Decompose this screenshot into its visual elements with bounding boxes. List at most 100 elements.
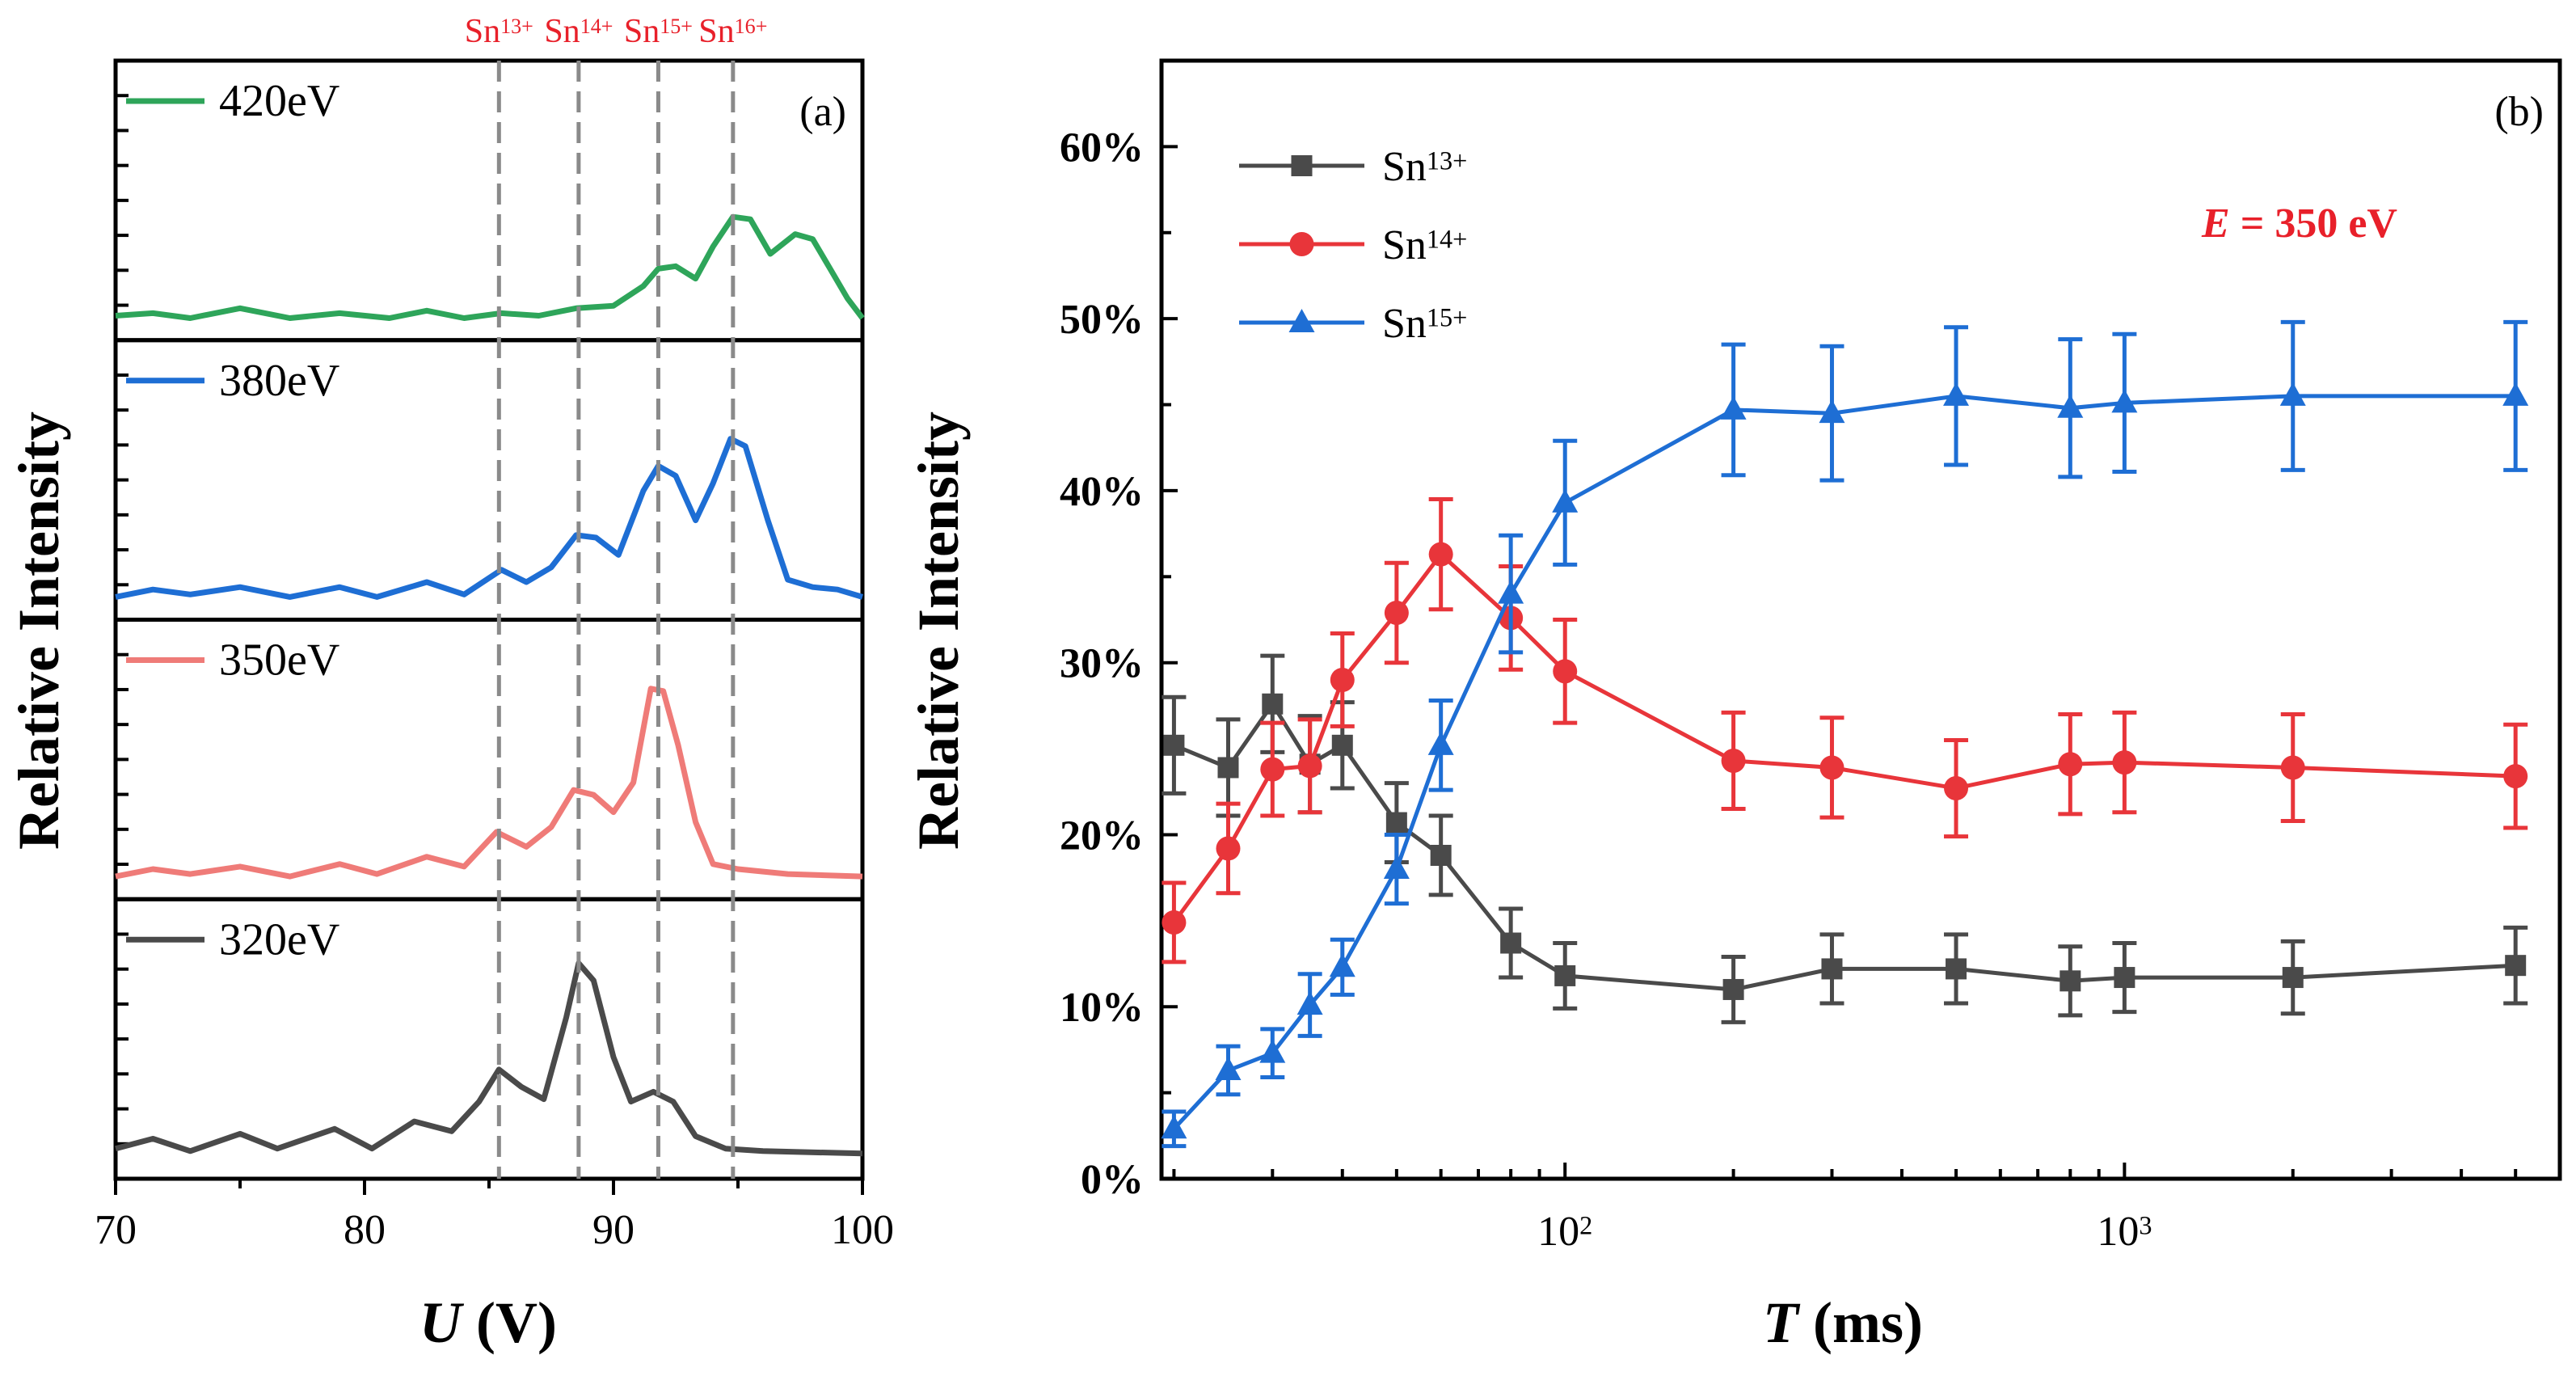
legend-label-0-base: Sn [1382,144,1427,190]
ion-marker-label-0-sup: 13+ [500,15,533,38]
marker-0-12 [2060,970,2081,992]
marker-1-0 [1162,910,1187,935]
marker-1-6 [1428,542,1453,567]
marker-0-4 [1331,734,1353,756]
legend-label-2-base: Sn [1382,301,1427,347]
legend-label-0-sup: 13+ [1427,146,1467,175]
marker-2-0 [1161,1115,1187,1139]
series-Sn14+ [1162,497,2528,964]
marker-2-3 [1296,991,1323,1015]
marker-0-5 [1385,812,1407,834]
series-line-350eV [115,686,863,880]
series-line-320eV [115,960,863,1157]
marker-2-5 [1383,855,1410,880]
series-label-350eV: 350eV [219,635,339,686]
panel-a: Relative Intensity 70 80 90 100 420eV 380eV 35… [6,13,894,1355]
marker-2-14 [2279,382,2306,406]
panel-a-xtick-label-2: 90 [592,1207,635,1253]
energy-annotation-value: = 350 eV [2230,200,2397,247]
ion-marker-label-2: Sn15+ [624,13,693,50]
panel-b-frame [1159,58,2562,1181]
series-line-420eV [115,213,865,321]
legend-label-1-base: Sn [1382,222,1427,268]
marker-2-12 [2057,394,2084,418]
panel-b-ytick-label-6: 60% [1060,125,1144,171]
marker-0-6 [1430,844,1452,866]
series-line-Sn14+ [1172,551,2516,924]
series-line-Sn13+ [1173,700,2516,992]
panel-b-ytick-label-5: 50% [1060,297,1144,343]
marker-2-4 [1329,953,1355,977]
legend-label-0: Sn13+ [1382,144,1467,190]
marker-0-13 [2114,967,2135,989]
legend-marker-0 [1291,155,1313,176]
marker-1-5 [1384,600,1409,625]
panel-b-ytick-label-1: 10% [1060,985,1144,1031]
energy-annotation-var: E [2201,200,2230,247]
legend-label-1-sup: 14+ [1427,224,1467,253]
panel-b: Relative Intensity 0% 10% 20% 30% 40% 50% 60% 1… [906,58,2562,1355]
marker-2-9 [1720,395,1747,420]
marker-2-8 [1552,488,1579,513]
panel-b-xlabel-unit: (ms) [1798,1290,1923,1355]
legend-label-2: Sn15+ [1382,301,1467,347]
marker-1-9 [1721,748,1746,773]
marker-2-7 [1498,580,1524,604]
panel-b-xtick-label-0: 102 [1537,1209,1592,1255]
series-label-420eV: 420eV [219,76,339,126]
marker-1-12 [2058,752,2083,777]
marker-2-1 [1215,1056,1242,1080]
legend-marker-1 [1289,232,1314,256]
marker-2-2 [1259,1039,1286,1063]
marker-1-8 [1553,659,1578,684]
panel-b-xlabel-var: T [1763,1290,1801,1355]
legend-marker-2 [1288,309,1315,332]
energy-annotation: E = 350 eV [2201,200,2397,247]
marker-1-1 [1216,836,1241,861]
panel-a-xtick-label-1: 80 [344,1207,386,1253]
marker-2-10 [1819,399,1845,424]
ion-marker-label-0: Sn13+ [465,13,533,50]
legend-label-2-sup: 15+ [1427,302,1467,331]
marker-1-2 [1260,757,1285,782]
panel-a-ylabel: Relative Intensity [6,412,71,850]
panel-b-ytick-label-2: 20% [1060,813,1144,859]
marker-1-14 [2280,755,2305,780]
panel-b-xtick-label-0-sup: 2 [1579,1210,1592,1239]
series-label-320eV: 320eV [219,914,339,964]
series-Sn13+ [1162,653,2528,1024]
series-Sn15+ [1161,319,2529,1149]
marker-0-15 [2505,955,2527,977]
ion-marker-label-1: Sn14+ [544,13,613,50]
series-line-380eV [115,436,864,600]
marker-0-7 [1500,932,1522,954]
series-line-Sn15+ [1172,394,2516,1131]
panel-b-ytick-label-3: 30% [1060,641,1144,687]
marker-1-4 [1330,667,1355,692]
panel-a-xlabel-var: U [419,1290,465,1355]
series-label-380eV: 380eV [219,356,339,406]
marker-1-13 [2112,750,2137,775]
panel-b-xtick-label-1-sup: 3 [2139,1210,2152,1239]
marker-0-9 [1722,978,1744,1000]
panel-b-plot: 0%10%20%30%40%50%60%102 103Sn13+Sn14+Sn15… [1060,58,2562,1255]
marker-2-15 [2502,382,2529,406]
marker-1-10 [1819,755,1845,780]
panel-b-ylabel: Relative Intensity [906,412,971,850]
ion-marker-label-3: Sn16+ [698,13,767,50]
marker-1-3 [1297,753,1322,779]
ion-marker-label-3-base: Sn [698,13,734,50]
panel-a-xlabel-unit: (V) [462,1290,557,1355]
panel-a-tag: (a) [799,89,846,135]
panel-b-tag: (b) [2494,89,2544,135]
marker-1-15 [2503,764,2528,789]
marker-0-14 [2282,967,2304,989]
ion-marker-label-2-sup: 15+ [660,15,693,38]
marker-0-1 [1217,757,1239,779]
marker-0-0 [1163,734,1185,756]
ion-marker-label-0-base: Sn [465,13,500,50]
panel-a-xlabel: U (V) [419,1290,557,1355]
panel-b-xlabel: T (ms) [1763,1290,1923,1355]
marker-0-11 [1946,958,1967,980]
